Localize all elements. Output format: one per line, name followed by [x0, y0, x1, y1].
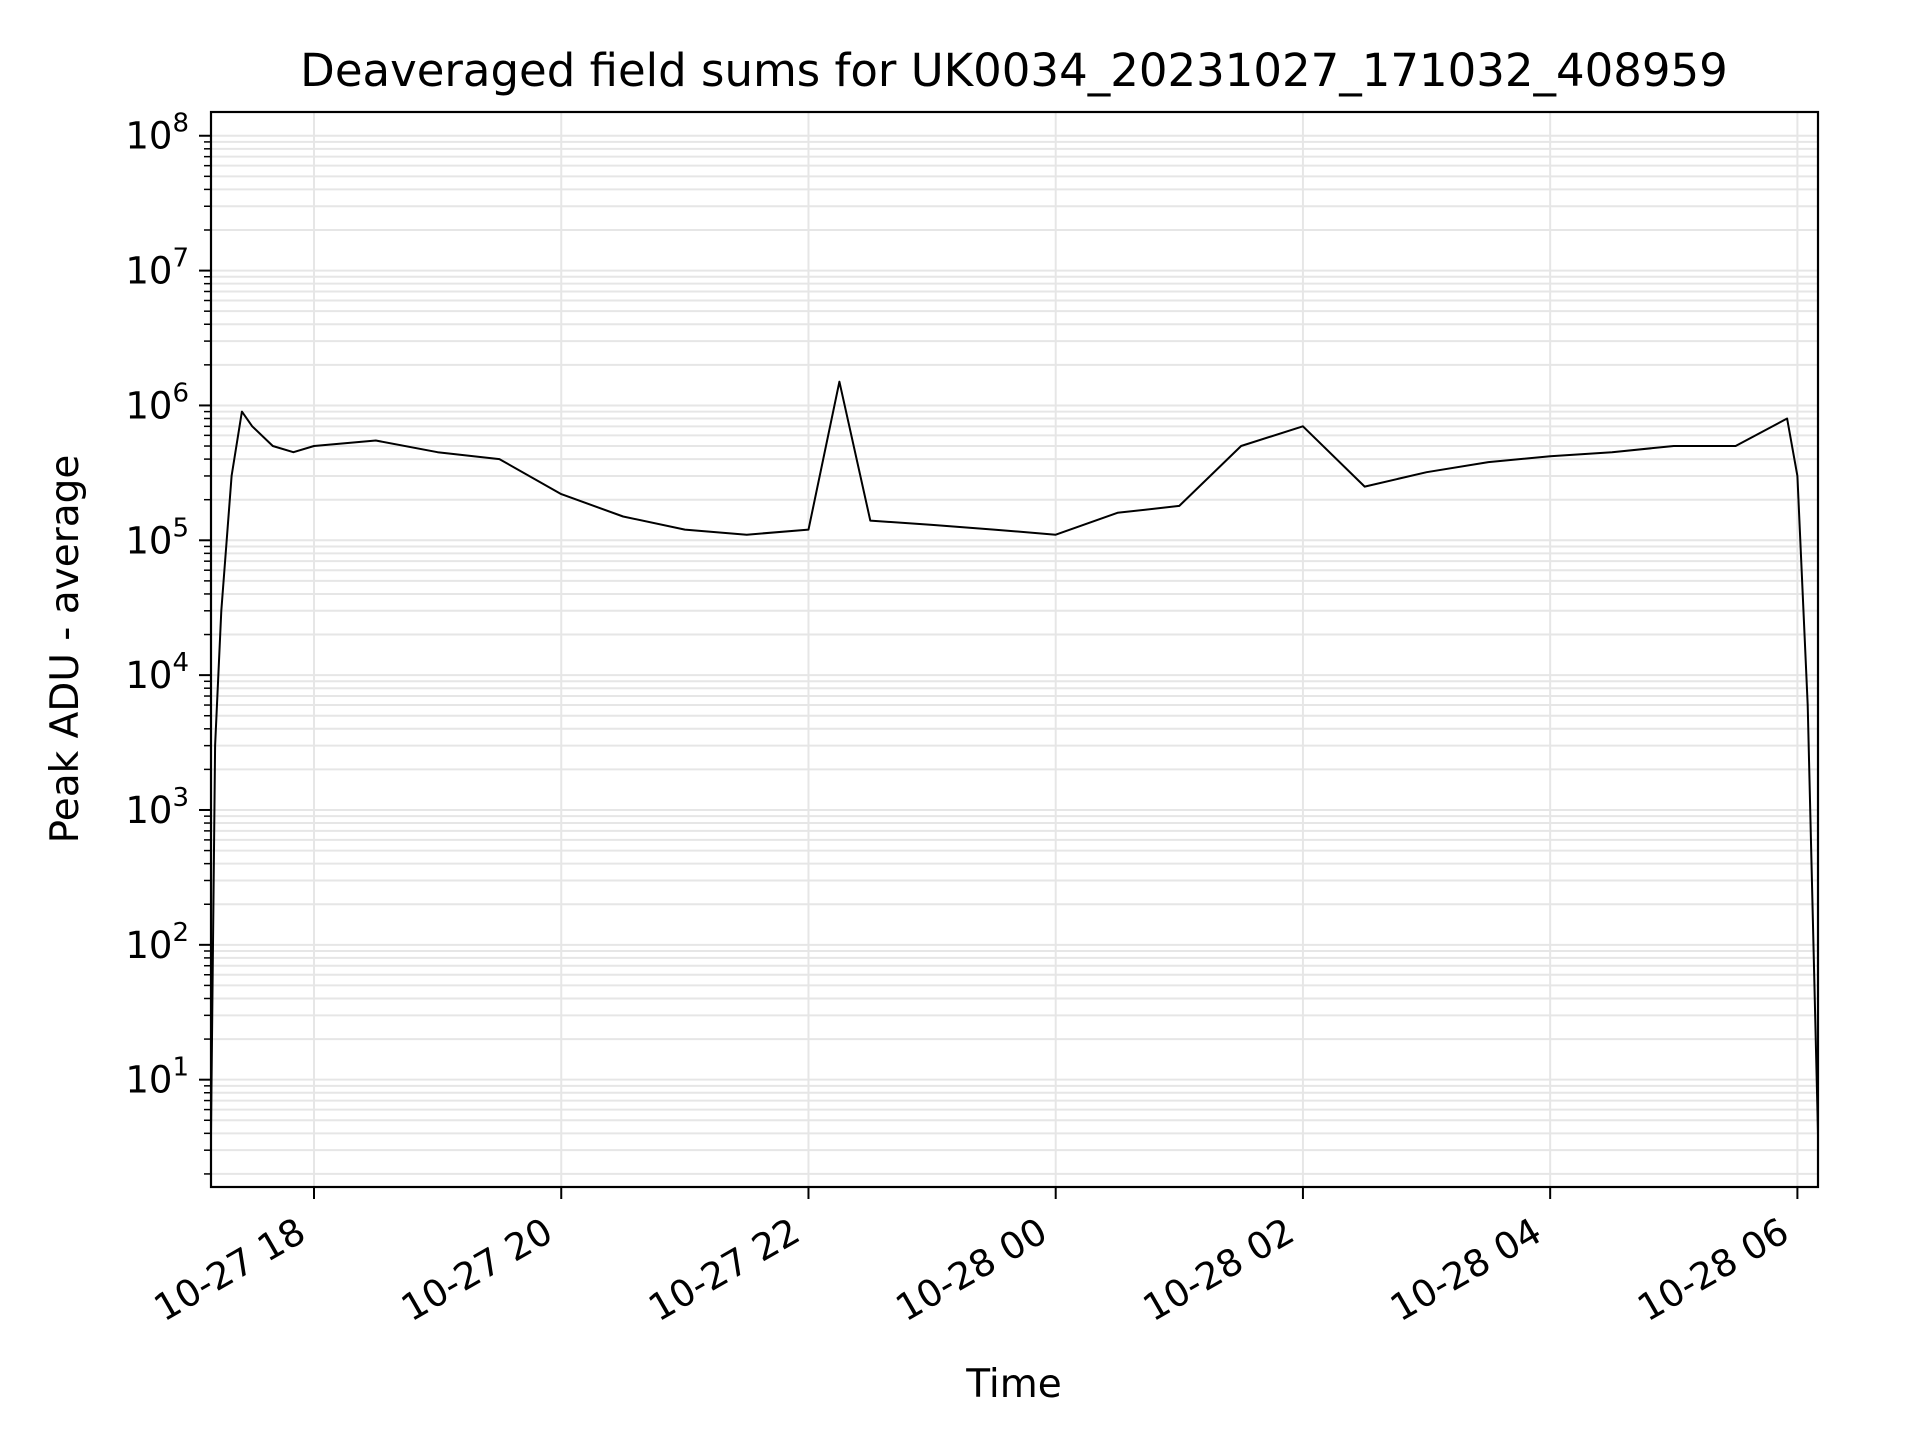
plot-frame	[209, 110, 1820, 1189]
y-tick-label: 107	[125, 244, 189, 293]
y-tick-label: 106	[125, 378, 189, 427]
chart-title: Deaveraged field sums for UK0034_2023102…	[300, 44, 1728, 97]
data-series	[210, 380, 1819, 1134]
x-axis-label: Time	[965, 1362, 1061, 1407]
y-tick-label: 102	[125, 918, 189, 967]
data-line	[210, 380, 1819, 1134]
grid-lines	[211, 112, 1818, 1187]
y-tick-label: 101	[125, 1053, 189, 1102]
y-tick-label: 103	[125, 783, 189, 832]
y-tick-label: 105	[125, 513, 189, 562]
y-tick-label: 104	[125, 648, 189, 697]
y-tick-label: 108	[125, 109, 189, 158]
y-axis-label: Peak ADU - average	[43, 455, 88, 844]
